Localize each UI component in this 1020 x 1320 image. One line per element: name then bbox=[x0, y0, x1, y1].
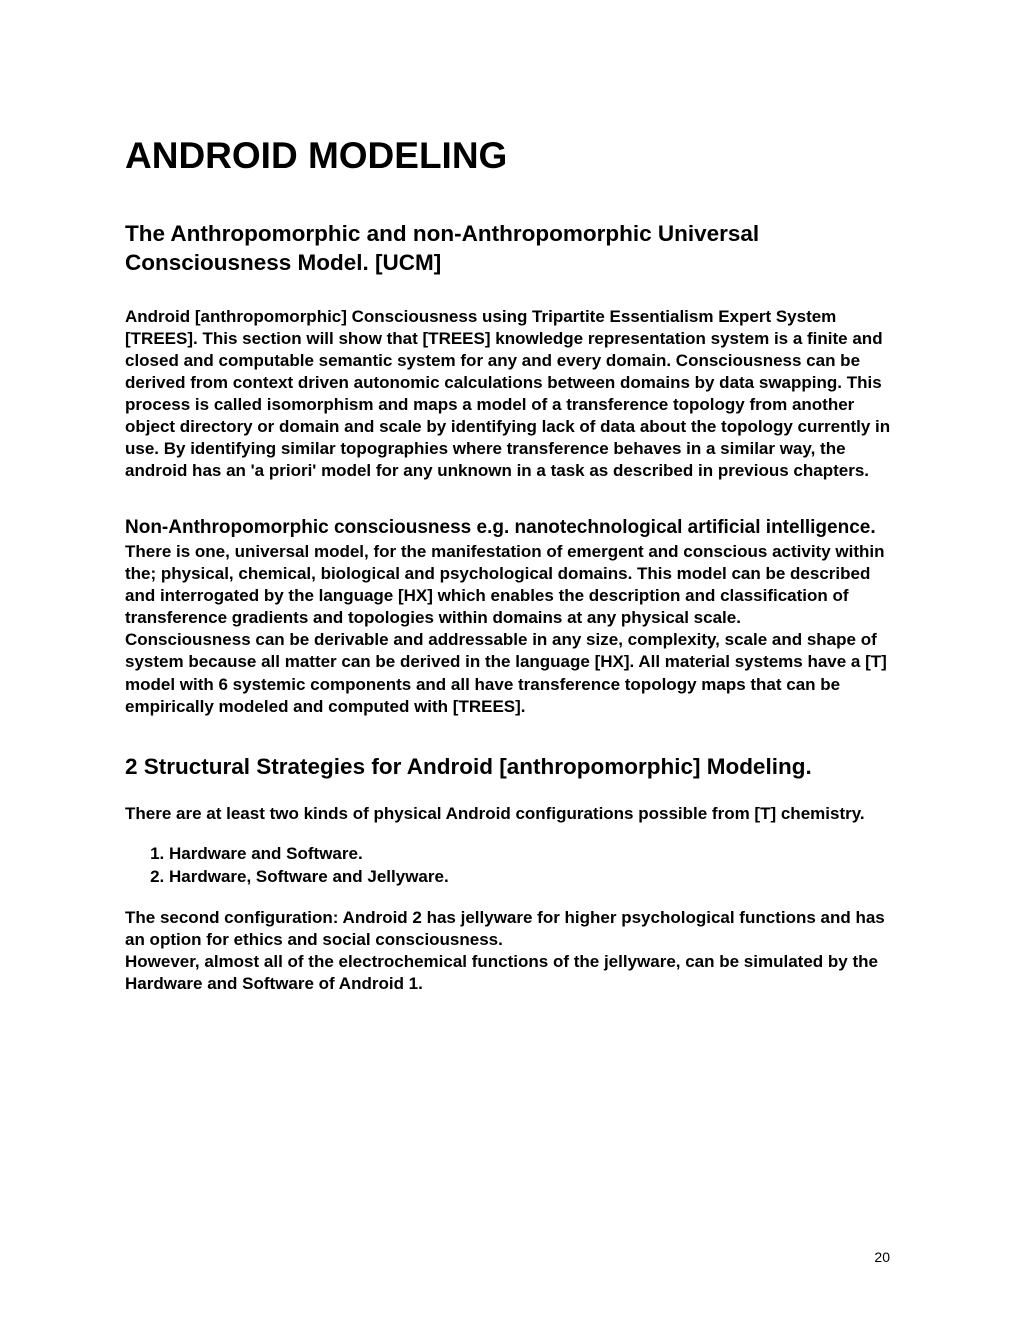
list-item-hardware-software: Hardware and Software. bbox=[169, 843, 895, 866]
subheading-non-anthropomorphic: Non-Anthropomorphic consciousness e.g. n… bbox=[125, 516, 895, 541]
list-item-hardware-software-jellyware: Hardware, Software and Jellyware. bbox=[169, 866, 895, 889]
section-heading-structural-strategies: 2 Structural Strategies for Android [ant… bbox=[125, 752, 895, 781]
document-title: ANDROID MODELING bbox=[125, 135, 895, 177]
paragraph-configurations-intro: There are at least two kinds of physical… bbox=[125, 803, 895, 825]
paragraph-android-2-config: The second configuration: Android 2 has … bbox=[125, 907, 895, 951]
paragraph-jellyware-simulation: However, almost all of the electrochemic… bbox=[125, 951, 895, 995]
paragraph-ucm-intro: Android [anthropomorphic] Consciousness … bbox=[125, 306, 895, 483]
configurations-list: Hardware and Software. Hardware, Softwar… bbox=[125, 843, 895, 889]
page-number: 20 bbox=[874, 1249, 890, 1265]
paragraph-universal-model: There is one, universal model, for the m… bbox=[125, 541, 895, 629]
section-heading-ucm: The Anthropomorphic and non-Anthropomorp… bbox=[125, 219, 895, 278]
paragraph-consciousness-derivable: Consciousness can be derivable and addre… bbox=[125, 629, 895, 717]
